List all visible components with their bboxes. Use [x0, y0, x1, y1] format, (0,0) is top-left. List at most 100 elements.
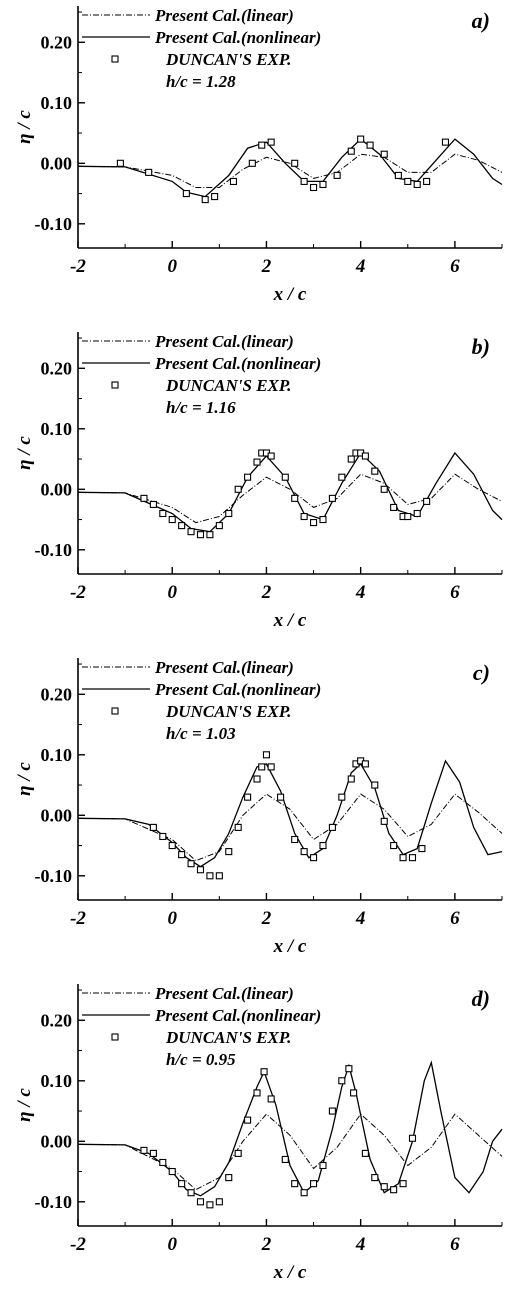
exp-data-point [202, 197, 208, 203]
chart-a: -2 0 2 4 6 0.20 0.10 0.00 -0.10 x / c η / c Present… [0, 0, 505, 326]
exp-data-point [442, 139, 448, 145]
exp-data-point [400, 855, 406, 861]
exp-data-point [311, 855, 317, 861]
exp-data-point [381, 486, 387, 492]
exp-data-point [301, 514, 307, 520]
exp-data-point [150, 824, 156, 830]
exp-data-point [414, 181, 420, 187]
exp-data-point [216, 1199, 222, 1205]
exp-data-point [320, 517, 326, 523]
x-tick-label: 4 [355, 256, 366, 277]
x-axis-label: x / c [273, 610, 307, 631]
x-axis-label: x / c [273, 1262, 307, 1283]
panel-b: -2 0 2 4 6 0.20 0.10 0.00 -0.10 x / c η / c Present… [0, 326, 505, 652]
annotation-hc: h/c = 1.28 [166, 72, 236, 91]
x-tick-label: 2 [261, 582, 272, 603]
y-axis-label: η / c [14, 762, 35, 796]
exp-data-point [268, 453, 274, 459]
exp-data-point [292, 160, 298, 166]
exp-data-point [320, 843, 326, 849]
exp-data-point [226, 1175, 232, 1181]
legend-exp-label: DUNCAN'S EXP. [165, 1028, 291, 1047]
chart-d: -2 0 2 4 60.200.100.00-0.10x / cη / cPresent… [0, 978, 505, 1304]
exp-data-point [391, 504, 397, 510]
exp-data-point [311, 185, 317, 191]
exp-data-point [381, 1184, 387, 1190]
exp-data-point [381, 151, 387, 157]
x-tick-label: 0 [167, 256, 177, 277]
y-tick-label: 0.00 [41, 1131, 73, 1151]
y-tick-label: 0.10 [41, 93, 73, 113]
x-tick-label: 2 [261, 908, 272, 929]
exp-data-point [207, 532, 213, 538]
legend-exp-marker [112, 382, 118, 388]
y-tick-label: -0.10 [35, 866, 73, 886]
exp-data-point [301, 1190, 307, 1196]
exp-data-point [372, 468, 378, 474]
legend-exp-marker [112, 708, 118, 714]
y-tick-label: 0.20 [41, 358, 73, 378]
legend-exp-label: DUNCAN'S EXP. [165, 50, 291, 69]
exp-data-point [268, 1096, 274, 1102]
series-linear-line [78, 794, 502, 861]
exp-data-point [292, 837, 298, 843]
y-tick-label: 0.20 [41, 32, 73, 52]
exp-data-point [188, 861, 194, 867]
exp-data-point [424, 178, 430, 184]
exp-data-point [282, 1156, 288, 1162]
y-tick-label: -0.10 [35, 214, 73, 234]
y-tick-label: 0.20 [41, 1010, 73, 1030]
exp-data-point [424, 498, 430, 504]
x-tick-label: -2 [70, 256, 86, 277]
exp-data-point [117, 160, 123, 166]
y-tick-label: 0.10 [41, 419, 73, 439]
exp-data-point [263, 752, 269, 758]
annotation-hc: h/c = 1.16 [166, 398, 236, 417]
exp-data-point [150, 501, 156, 507]
exp-data-point [339, 474, 345, 480]
exp-data-point [268, 139, 274, 145]
legend-exp-marker [112, 1034, 118, 1040]
annotation-hc: h/c = 1.03 [166, 724, 236, 743]
y-axis-label: η / c [14, 436, 35, 470]
exp-data-point [362, 453, 368, 459]
exp-data-point [329, 495, 335, 501]
panel-label: a) [472, 8, 490, 33]
exp-data-point [282, 474, 288, 480]
exp-data-point [329, 824, 335, 830]
exp-data-point [179, 523, 185, 529]
exp-data-point [150, 1150, 156, 1156]
chart-b: -2 0 2 4 6 0.20 0.10 0.00 -0.10 x / c η / c Present… [0, 326, 505, 652]
exp-data-point [141, 1147, 147, 1153]
exp-data-point [261, 1069, 267, 1075]
x-tick-label: -2 [70, 908, 86, 929]
legend-nonlinear-label: Present Cal.(nonlinear) [154, 680, 321, 699]
exp-data-point [160, 833, 166, 839]
exp-data-point [419, 846, 425, 852]
x-tick-label: 4 [355, 908, 366, 929]
exp-data-point [254, 776, 260, 782]
legend-linear-label: Present Cal.(linear) [154, 6, 294, 25]
exp-data-point [405, 178, 411, 184]
legend-linear-label: Present Cal.(linear) [154, 984, 294, 1003]
exp-data-point [216, 523, 222, 529]
y-tick-label: 0.10 [41, 1071, 73, 1091]
x-tick-label: 2 [261, 1234, 272, 1255]
exp-data-point [179, 1181, 185, 1187]
exp-data-point [245, 474, 251, 480]
exp-data-point [169, 1169, 175, 1175]
exp-data-point [188, 1190, 194, 1196]
exp-data-point [259, 142, 265, 148]
exp-data-point [292, 495, 298, 501]
legend-exp-marker [112, 56, 118, 62]
exp-data-point [409, 1135, 415, 1141]
exp-data-point [235, 824, 241, 830]
panel-label: b) [472, 334, 490, 359]
exp-data-point [348, 776, 354, 782]
y-tick-label: 0.00 [41, 805, 73, 825]
exp-data-point [320, 181, 326, 187]
x-tick-label: 6 [450, 908, 460, 929]
exp-data-point [245, 794, 251, 800]
panel-d: -2 0 2 4 6 0.20 0.10 0.00 -0.10 x / cη / c Present… [0, 978, 505, 1304]
exp-data-point [329, 1108, 335, 1114]
